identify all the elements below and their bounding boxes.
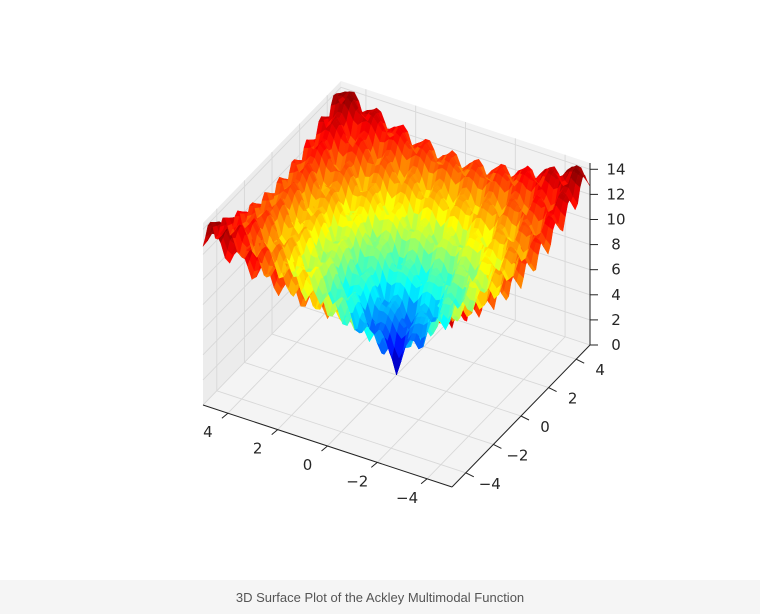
surface-patch — [582, 175, 591, 187]
y-tick — [575, 358, 585, 364]
figure-caption: 3D Surface Plot of the Ackley Multimodal… — [235, 589, 525, 605]
x-tick — [321, 445, 328, 452]
z-tick-label: 4 — [611, 286, 621, 304]
y-tick-label: −2 — [506, 446, 528, 464]
x-tick-label: 4 — [203, 423, 213, 441]
y-tick-label: 4 — [595, 361, 605, 379]
x-tick-label: −2 — [346, 472, 368, 490]
x-tick-label: 2 — [253, 440, 263, 458]
y-tick-label: −4 — [479, 475, 501, 493]
y-tick-label: 0 — [540, 418, 550, 436]
y-tick — [465, 472, 475, 478]
x-tick — [271, 429, 279, 435]
z-tick-label: 6 — [611, 261, 621, 279]
x-tick — [370, 462, 378, 468]
y-tick — [548, 387, 557, 393]
y-tick-label: 2 — [568, 390, 578, 408]
z-tick-label: 0 — [611, 336, 621, 354]
x-tick-label: −4 — [396, 489, 418, 507]
z-tick-label: 2 — [611, 311, 621, 329]
gridline-z — [202, 86, 591, 230]
x-tick — [420, 478, 428, 485]
z-tick-label: 12 — [606, 185, 625, 203]
z-tick-label: 10 — [606, 210, 625, 228]
y-tick — [493, 443, 502, 449]
x-tick — [221, 412, 229, 419]
x-tick-label: 0 — [303, 456, 313, 474]
z-tick-label: 8 — [611, 236, 621, 254]
z-tick-label: 14 — [606, 160, 625, 178]
surface — [202, 91, 591, 376]
axes-lines — [202, 163, 598, 488]
caption-bar: 3D Surface Plot of the Ackley Multimodal… — [0, 580, 760, 614]
y-tick — [520, 415, 530, 421]
